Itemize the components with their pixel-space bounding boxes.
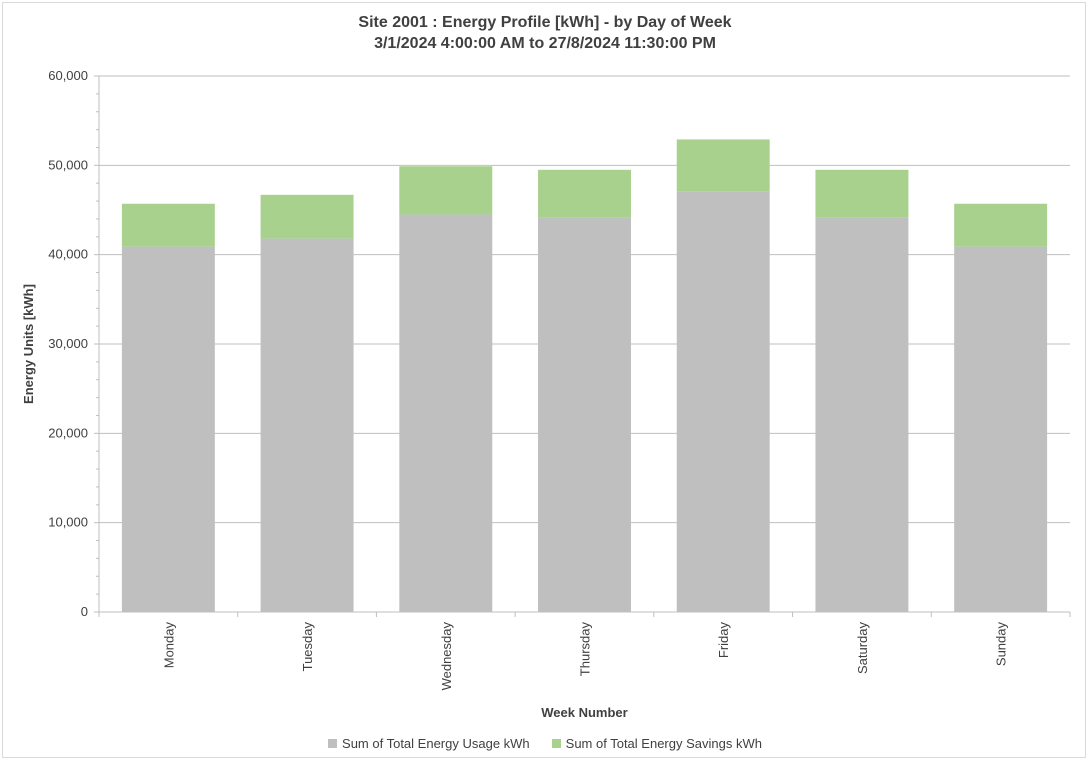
- bar-savings: [538, 169, 631, 218]
- bar-usage: [260, 238, 354, 612]
- x-tick-label: Wednesday: [439, 622, 454, 691]
- bar-usage: [121, 246, 215, 613]
- y-tick-label: 60,000: [48, 68, 88, 83]
- x-tick-label: Tuesday: [300, 622, 315, 672]
- chart-subtitle: 3/1/2024 4:00:00 AM to 27/8/2024 11:30:0…: [374, 35, 716, 52]
- x-tick-label: Thursday: [578, 622, 593, 677]
- chart-legend: Sum of Total Energy Usage kWh Sum of Tot…: [0, 736, 1090, 751]
- legend-item-savings: Sum of Total Energy Savings kWh: [551, 736, 762, 751]
- x-tick-label: Saturday: [855, 622, 870, 675]
- y-tick-label: 50,000: [48, 157, 88, 172]
- y-tick-label: 0: [81, 604, 88, 619]
- legend-label-savings: Sum of Total Energy Savings kWh: [565, 736, 762, 751]
- bar-savings: [260, 194, 354, 239]
- y-axis-title: Energy Units [kWh]: [21, 284, 36, 404]
- bar-savings: [121, 203, 215, 247]
- chart-title: Site 2001 : Energy Profile [kWh] - by Da…: [358, 14, 732, 31]
- bar-usage: [538, 217, 631, 612]
- legend-swatch-savings: [551, 739, 561, 748]
- x-tick-label: Friday: [716, 622, 731, 659]
- bar-usage: [954, 246, 1048, 613]
- bar-usage: [815, 217, 909, 612]
- bar-savings: [815, 169, 909, 218]
- legend-item-usage: Sum of Total Energy Usage kWh: [328, 736, 530, 751]
- bar-savings: [676, 139, 770, 192]
- x-axis-title: Week Number: [541, 705, 627, 720]
- y-tick-label: 40,000: [48, 247, 88, 262]
- bar-savings: [399, 166, 493, 215]
- x-tick-label: Monday: [161, 622, 176, 669]
- bar-savings: [954, 203, 1048, 247]
- bar-usage: [399, 214, 493, 612]
- x-tick-label: Sunday: [994, 622, 1009, 667]
- y-tick-label: 10,000: [48, 515, 88, 530]
- y-tick-label: 30,000: [48, 336, 88, 351]
- legend-label-usage: Sum of Total Energy Usage kWh: [342, 736, 530, 751]
- bar-usage: [676, 191, 770, 613]
- y-tick-label: 20,000: [48, 425, 88, 440]
- legend-swatch-usage: [328, 739, 338, 748]
